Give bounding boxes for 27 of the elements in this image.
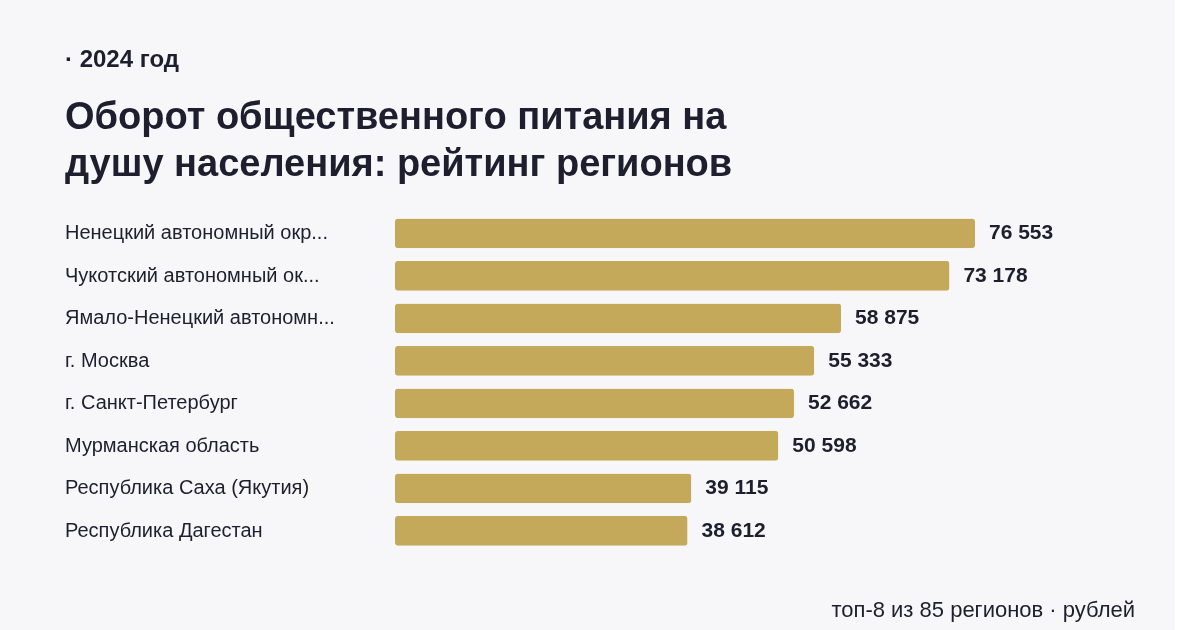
data-label: 52 662 <box>807 390 873 414</box>
data-label: 38 612 <box>701 517 766 541</box>
y-tick-label: Чукотский автономный ок... <box>65 263 320 286</box>
y-tick-label: Республика Дагестан <box>65 518 263 541</box>
y-tick-label: Ненецкий автономный окр... <box>65 221 328 244</box>
bar <box>395 515 688 546</box>
data-label: 50 598 <box>792 432 857 456</box>
bar <box>395 345 815 376</box>
bar <box>395 388 794 419</box>
y-tick-label: г. Санкт-Петербург <box>65 391 238 414</box>
bar <box>395 473 692 504</box>
bar <box>395 303 842 334</box>
text: · 2024 год <box>65 45 179 72</box>
bar <box>395 430 779 461</box>
y-tick-label: Мурманская область <box>65 433 260 456</box>
y-tick-label: Республика Саха (Якутия) <box>65 476 310 499</box>
y-tick-label: Ямало-Ненецкий автономн... <box>65 306 335 329</box>
y-tick-label: г. Москва <box>65 348 151 371</box>
data-label: 76 553 <box>989 220 1054 244</box>
data-label: 39 115 <box>705 475 769 499</box>
chart-title: Оборот общественного питания на душу населения: рейтинг регионов <box>65 95 733 184</box>
data-label: 55 333 <box>828 347 893 371</box>
bar <box>395 260 950 291</box>
data-label: 73 178 <box>963 262 1028 286</box>
text: топ-8 из 85 регионов · рублей <box>831 597 1135 622</box>
bar <box>395 218 975 249</box>
data-label: 58 875 <box>855 305 920 329</box>
